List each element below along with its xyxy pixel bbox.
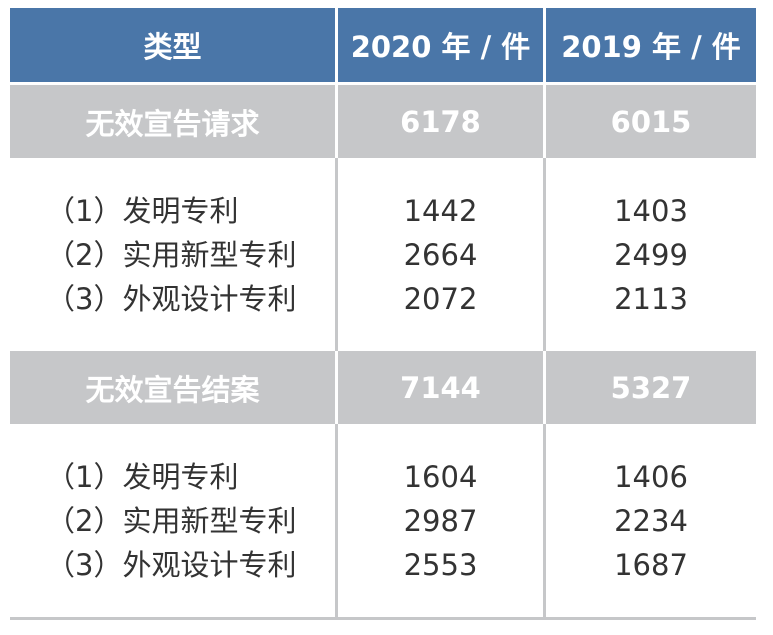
item-value-2019: 2113 — [614, 281, 688, 316]
item-value-2020: 2987 — [403, 503, 478, 538]
patent-invalidation-table: 类型 2020 年 / 件 2019 年 / 件 无效宣告请求 6178 601… — [10, 8, 756, 620]
item-label-design: （3）外观设计专利 — [46, 281, 297, 316]
detail-labels: （1）发明专利 （2）实用新型专利 （3）外观设计专利 — [10, 158, 338, 351]
item-value-2020: 1442 — [403, 193, 478, 228]
detail-row-closures: （1）发明专利 （2）实用新型专利 （3）外观设计专利 1604 2987 25… — [10, 424, 756, 620]
item-value-2019: 1687 — [614, 547, 688, 582]
detail-values-2020: 1604 2987 2553 — [338, 424, 546, 617]
item-label-invention: （1）发明专利 — [46, 459, 239, 494]
item-value-2019: 2499 — [614, 237, 688, 272]
item-value-2020: 2072 — [403, 281, 478, 316]
item-value-2020: 2553 — [403, 547, 478, 582]
header-2020: 2020 年 / 件 — [338, 8, 546, 82]
item-label-utility: （2）实用新型专利 — [46, 503, 297, 538]
item-value-2020: 2664 — [403, 237, 478, 272]
section-value-2020: 7144 — [338, 351, 546, 424]
detail-values-2019: 1403 2499 2113 — [546, 158, 756, 351]
section-value-2020: 6178 — [338, 85, 546, 158]
item-label-design: （3）外观设计专利 — [46, 547, 297, 582]
detail-values-2020: 1442 2664 2072 — [338, 158, 546, 351]
header-2019: 2019 年 / 件 — [546, 8, 756, 82]
header-type: 类型 — [10, 8, 338, 82]
section-value-2019: 6015 — [546, 85, 756, 158]
section-title: 无效宣告结案 — [10, 351, 338, 424]
section-value-2019: 5327 — [546, 351, 756, 424]
item-label-utility: （2）实用新型专利 — [46, 237, 297, 272]
section-title: 无效宣告请求 — [10, 85, 338, 158]
item-value-2019: 1403 — [614, 193, 688, 228]
item-value-2020: 1604 — [403, 459, 478, 494]
detail-row-requests: （1）发明专利 （2）实用新型专利 （3）外观设计专利 1442 2664 20… — [10, 158, 756, 351]
detail-labels: （1）发明专利 （2）实用新型专利 （3）外观设计专利 — [10, 424, 338, 617]
item-value-2019: 1406 — [614, 459, 688, 494]
item-value-2019: 2234 — [614, 503, 688, 538]
table-header-row: 类型 2020 年 / 件 2019 年 / 件 — [10, 8, 756, 85]
section-row-requests: 无效宣告请求 6178 6015 — [10, 85, 756, 158]
section-row-closures: 无效宣告结案 7144 5327 — [10, 351, 756, 424]
item-label-invention: （1）发明专利 — [46, 193, 239, 228]
detail-values-2019: 1406 2234 1687 — [546, 424, 756, 617]
